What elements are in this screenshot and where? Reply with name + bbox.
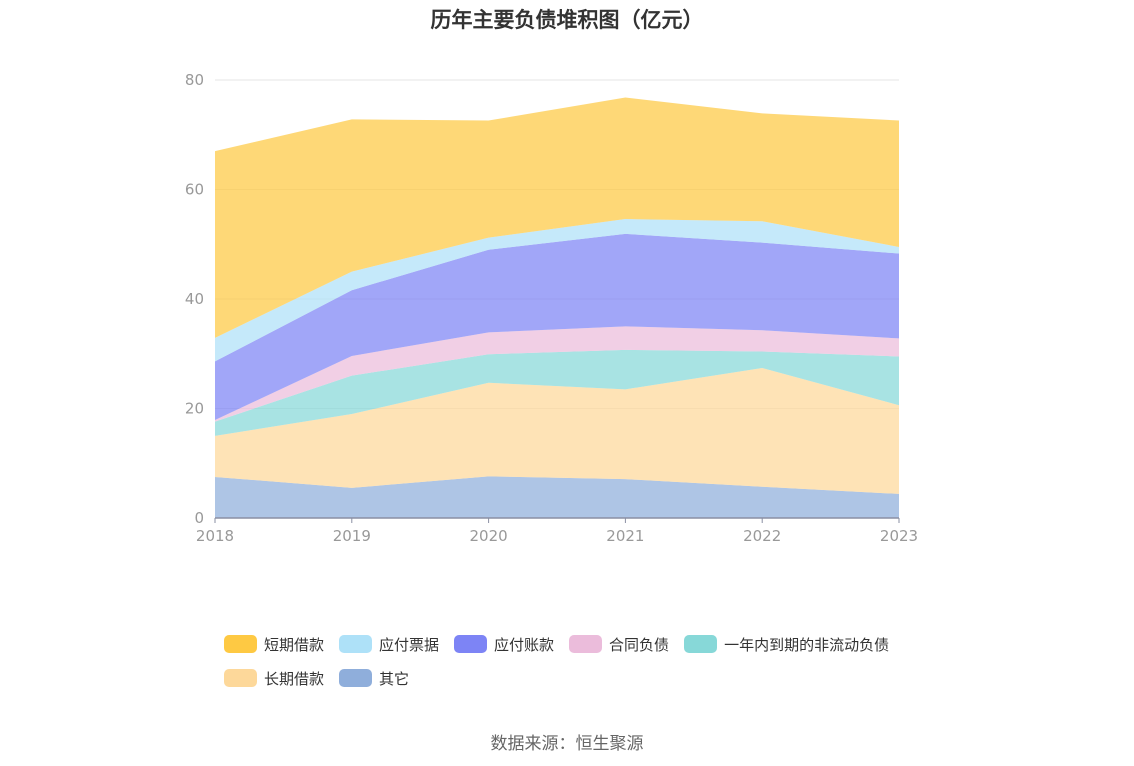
legend-item[interactable]: 短期借款 [224, 634, 324, 655]
area-series-1[interactable] [215, 367, 899, 494]
legend-label: 一年内到期的非流动负债 [724, 635, 890, 654]
x-tick-label: 2021 [606, 527, 644, 545]
legend-swatch [454, 635, 488, 653]
legend-item[interactable]: 合同负债 [569, 634, 669, 655]
area-series-2[interactable] [215, 349, 899, 436]
legend-swatch [224, 669, 257, 687]
legend-swatch [224, 635, 257, 653]
legend-swatch [339, 669, 373, 687]
y-tick-label: 20 [185, 400, 204, 418]
x-tick-label: 2019 [333, 527, 371, 545]
source-note: 数据来源：恒生聚源 [490, 734, 644, 754]
axes: 0 20 40 60 80 2018 2019 2020 2021 2022 2023 [185, 71, 918, 545]
area-series-0[interactable] [215, 476, 899, 518]
x-tick-label: 2022 [743, 527, 781, 545]
legend-item[interactable]: 长期借款 [224, 668, 324, 689]
x-tick-label: 2020 [470, 527, 508, 545]
legend-row: 短期借款 应付票据 应付账款 合同负债 一年内到期的非流动负债 [224, 631, 944, 657]
legend-item[interactable]: 应付票据 [339, 634, 439, 655]
legend-item[interactable]: 一年内到期的非流动负债 [684, 634, 889, 655]
area-layer [215, 97, 899, 518]
area-series-4[interactable] [215, 233, 899, 420]
legend-swatch [339, 635, 373, 653]
area-series-3[interactable] [215, 326, 899, 422]
x-tick-label: 2023 [880, 527, 918, 545]
chart-title: 历年主要负债堆积图（亿元） [430, 8, 704, 32]
legend-item[interactable]: 其它 [339, 668, 409, 689]
y-tick-label: 80 [185, 71, 204, 89]
area-series-6[interactable] [215, 97, 899, 338]
legend-label: 短期借款 [264, 635, 325, 654]
y-tick-label: 60 [185, 181, 204, 199]
legend-label: 长期借款 [264, 669, 325, 688]
y-tick-label: 0 [194, 509, 204, 527]
y-tick-label: 40 [185, 290, 204, 308]
legend-swatch [569, 635, 603, 653]
area-series-5[interactable] [215, 219, 899, 362]
legend-label: 应付票据 [379, 635, 440, 654]
legend-row: 长期借款 其它 [224, 665, 944, 691]
legend-swatch [684, 635, 718, 653]
legend-item[interactable]: 应付账款 [454, 634, 554, 655]
x-tick-label: 2018 [196, 527, 234, 545]
legend: 短期借款 应付票据 应付账款 合同负债 一年内到期的非流动负债长期借款 其它 [224, 631, 944, 699]
legend-label: 其它 [379, 669, 410, 688]
legend-label: 应付账款 [494, 635, 555, 654]
legend-label: 合同负债 [609, 635, 670, 654]
